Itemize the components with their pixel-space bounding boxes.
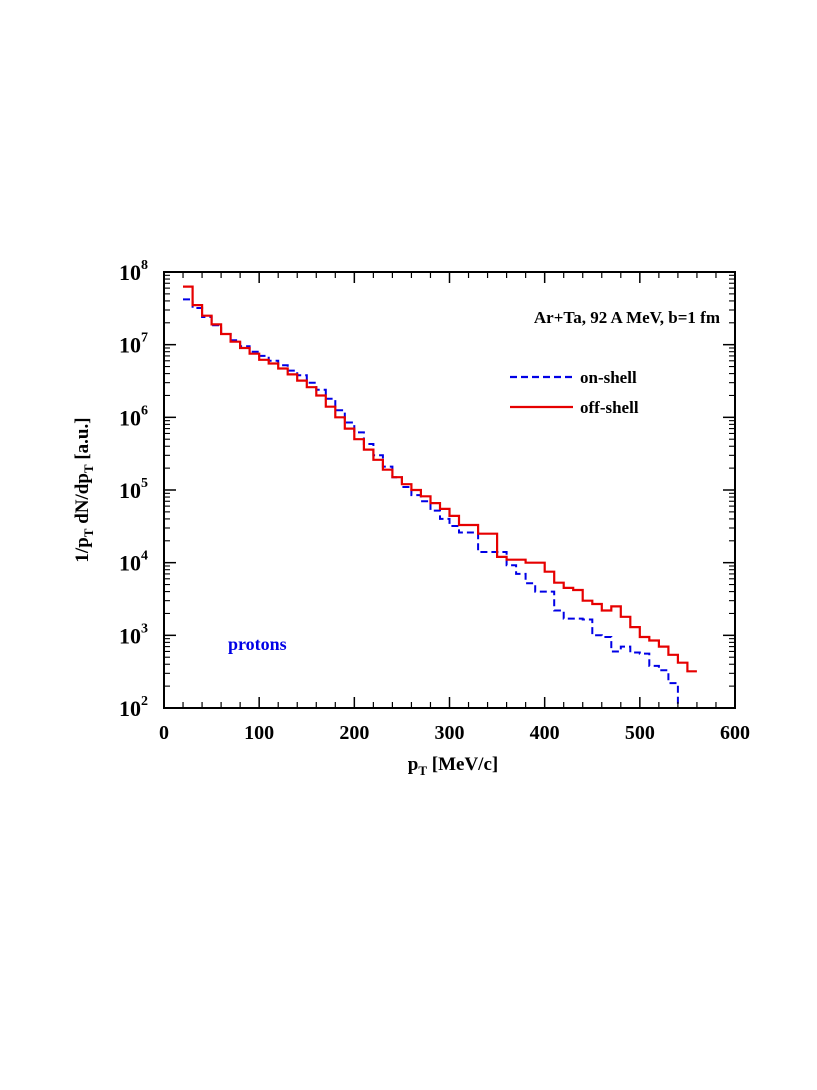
y-tick-label: 108 <box>119 258 148 285</box>
x-axis-label-rest: [MeV/c] <box>427 754 498 775</box>
series-layer <box>183 285 697 709</box>
y-tick-label: 104 <box>119 549 148 576</box>
y-axis-label-part: dN/dp <box>72 473 93 528</box>
y-tick-label: 107 <box>119 331 148 358</box>
x-tick-label: 500 <box>625 722 655 744</box>
series-line-on-shell <box>183 298 688 709</box>
x-axis-label-sub: T <box>418 763 427 778</box>
chart-annotation: Ar+Ta, 92 A MeV, b=1 fm <box>534 308 720 327</box>
y-axis-label: 1/pT dN/dpT [a.u.] <box>72 417 96 562</box>
y-axis-label-part: 1/p <box>72 537 93 562</box>
legend-label-on-shell: on-shell <box>580 368 637 387</box>
x-tick-label: 200 <box>339 722 369 744</box>
x-axis-label-base: p <box>408 754 419 775</box>
y-tick-label: 103 <box>119 621 148 648</box>
plot-frame <box>163 271 736 709</box>
x-tick-label: 600 <box>720 722 750 744</box>
y-axis-label-part: [a.u.] <box>72 417 93 464</box>
legend: on-shell off-shell <box>510 368 639 417</box>
y-axis-label-sub: T <box>81 528 96 537</box>
x-tick-label: 100 <box>244 722 274 744</box>
particle-label: protons <box>228 634 287 654</box>
y-tick-label: 105 <box>119 476 148 503</box>
x-tick-label: 0 <box>159 722 169 744</box>
x-tick-label: 400 <box>530 722 560 744</box>
y-tick-label: 102 <box>119 694 148 721</box>
legend-label-off-shell: off-shell <box>580 398 639 417</box>
x-axis-label: pT [MeV/c] <box>408 754 498 778</box>
x-tick-label: 300 <box>435 722 465 744</box>
series-line-off-shell <box>183 285 697 673</box>
axis-ticks: 0 100 200 300 400 500 600 102 103 104 105 106 107 108 <box>119 258 750 744</box>
y-tick-label: 106 <box>119 403 148 430</box>
y-axis-label-sub: T <box>81 464 96 473</box>
